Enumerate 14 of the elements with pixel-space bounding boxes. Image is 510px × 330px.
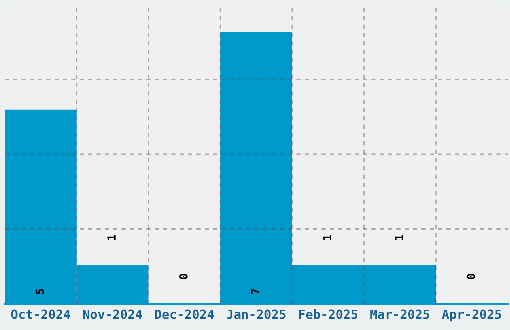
x-tick-label: Nov-2024 (83, 310, 142, 320)
data-label: 5 (36, 289, 44, 294)
data-label: 0 (179, 274, 188, 280)
x-tick-label: Jan-2025 (227, 310, 286, 320)
x-tick-label: Mar-2025 (370, 310, 430, 320)
x-tick-label: Feb-2025 (299, 310, 358, 320)
data-label: 1 (323, 235, 332, 240)
x-tick-label: Apr-2025 (442, 310, 502, 322)
data-label: 1 (395, 235, 404, 240)
data-label: 0 (466, 274, 476, 280)
data-label: 1 (108, 235, 116, 240)
x-tick-label: Dec-2024 (155, 310, 214, 320)
x-tick-label: Oct-2024 (11, 310, 70, 320)
data-label: 7 (251, 289, 260, 294)
